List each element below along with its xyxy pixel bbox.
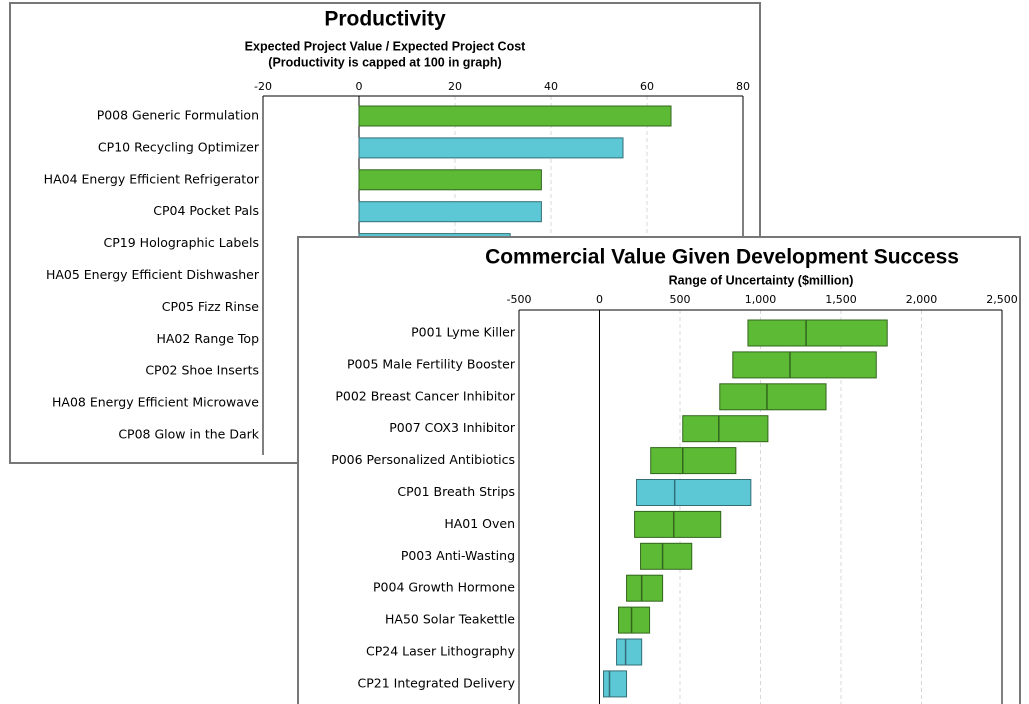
range-bar <box>747 319 888 347</box>
range-bar <box>682 415 769 443</box>
category-label: CP19 Holographic Labels <box>104 235 259 250</box>
chart-title: Productivity <box>324 8 446 31</box>
x-tick-label: 1,000 <box>745 293 777 306</box>
category-label: P007 COX3 Inhibitor <box>389 420 516 435</box>
x-tick-label: 0 <box>596 293 603 306</box>
x-tick-label: 2,500 <box>986 293 1018 306</box>
chart-subtitle: Range of Uncertainty ($million) <box>669 273 854 287</box>
range-bar <box>732 351 877 379</box>
x-tick-label: 20 <box>448 80 462 93</box>
category-label: CP24 Laser Lithography <box>366 644 516 659</box>
category-label: P001 Lyme Killer <box>411 325 516 340</box>
bar <box>358 137 624 159</box>
x-tick-label: 60 <box>640 80 654 93</box>
range-bar <box>626 574 664 602</box>
category-label: P008 Generic Formulation <box>97 108 259 123</box>
x-tick-label: 1,500 <box>825 293 857 306</box>
category-label: HA05 Energy Efficient Dishwasher <box>46 267 260 282</box>
category-label: CP02 Shoe Inserts <box>145 363 259 378</box>
range-bar <box>650 447 737 475</box>
x-tick-label: 80 <box>736 80 750 93</box>
bar <box>358 105 672 127</box>
range-bar <box>603 670 628 698</box>
category-label: HA02 Range Top <box>156 331 259 346</box>
x-tick-label: 500 <box>670 293 691 306</box>
category-label: P003 Anti-Wasting <box>401 548 515 563</box>
range-bar <box>636 479 752 506</box>
category-label: P004 Growth Hormone <box>373 580 515 595</box>
range-bar <box>719 383 827 411</box>
x-tick-label: 2,000 <box>906 293 938 306</box>
range-bar <box>616 638 643 666</box>
category-label: HA50 Solar Teakettle <box>385 612 515 627</box>
category-label: CP05 Fizz Rinse <box>162 299 260 314</box>
category-label: CP01 Breath Strips <box>397 484 515 499</box>
range-bar <box>634 510 722 538</box>
chart-subtitle: (Productivity is capped at 100 in graph) <box>268 55 501 69</box>
bar <box>358 169 542 191</box>
x-tick-label: 0 <box>356 80 363 93</box>
category-label: CP08 Glow in the Dark <box>118 427 259 442</box>
category-label: HA08 Energy Efficient Microwave <box>52 395 259 410</box>
category-label: P005 Male Fertility Booster <box>347 356 516 371</box>
bar <box>358 201 542 223</box>
category-label: HA01 Oven <box>444 516 515 531</box>
range-bar <box>640 542 693 570</box>
category-label: P002 Breast Cancer Inhibitor <box>335 388 515 403</box>
x-tick-label: 40 <box>544 80 558 93</box>
category-label: P006 Personalized Antibiotics <box>331 452 515 467</box>
range-bar <box>617 606 651 634</box>
category-label: CP21 Integrated Delivery <box>358 675 516 690</box>
chart-subtitle: Expected Project Value / Expected Projec… <box>245 39 526 53</box>
category-label: CP10 Recycling Optimizer <box>98 139 260 154</box>
x-tick-label: -500 <box>507 293 532 306</box>
chart-title: Commercial Value Given Development Succe… <box>485 246 959 269</box>
x-tick-label: -20 <box>254 80 272 93</box>
category-label: HA04 Energy Efficient Refrigerator <box>44 171 260 186</box>
category-label: CP04 Pocket Pals <box>153 203 259 218</box>
